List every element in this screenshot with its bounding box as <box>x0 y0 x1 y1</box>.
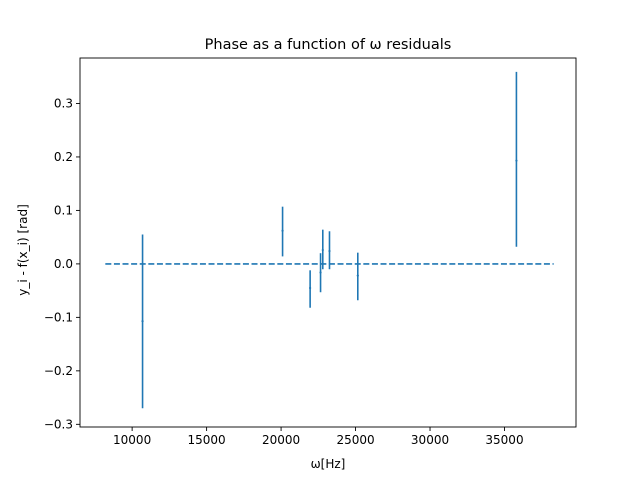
y-tick-label: 0.1 <box>54 203 73 217</box>
data-point-3 <box>319 271 322 274</box>
data-point-7 <box>515 159 518 162</box>
y-tick-label: −0.3 <box>44 417 73 431</box>
data-point-6 <box>356 274 359 277</box>
x-tick-label: 10000 <box>113 433 151 447</box>
y-tick-label: −0.1 <box>44 310 73 324</box>
y-axis-label: y_i - f(x_i) [rad] <box>16 204 30 296</box>
x-axis-label: ω[Hz] <box>311 457 346 471</box>
x-tick-label: 15000 <box>188 433 226 447</box>
y-tick-label: 0.0 <box>54 257 73 271</box>
x-tick-label: 30000 <box>411 433 449 447</box>
y-tick-label: 0.2 <box>54 150 73 164</box>
x-tick-label: 20000 <box>262 433 300 447</box>
data-point-2 <box>309 286 312 290</box>
data-point-0 <box>141 320 144 323</box>
data-point-4 <box>321 248 324 252</box>
y-tick-label: 0.3 <box>54 96 73 110</box>
axes: 10000 15000 20000 25000 30000 35000 −0.3 −0.2 −0… <box>44 57 577 447</box>
x-tick-label: 25000 <box>336 433 374 447</box>
chart-title: Phase as a function of ω residuals <box>205 37 452 53</box>
axes-frame <box>79 57 577 428</box>
plot-area <box>105 71 554 409</box>
data-point-1 <box>281 229 284 232</box>
y-tick-label: −0.2 <box>44 364 73 378</box>
data-point-5 <box>328 249 331 253</box>
x-tick-label: 35000 <box>485 433 523 447</box>
